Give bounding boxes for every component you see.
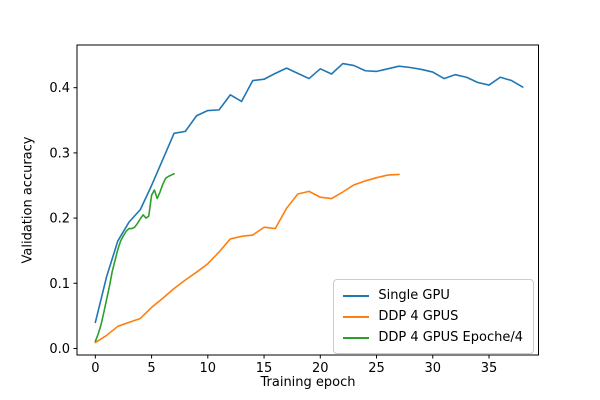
y-axis-label: Validation accuracy (20, 136, 36, 264)
series-single-gpu (94, 62, 524, 324)
legend-line-sample (343, 336, 370, 339)
y-tick-label: 0.4 (49, 81, 70, 96)
series-ddp-4-gpus-epoche-4 (94, 172, 175, 343)
y-tick-label: 0.3 (49, 146, 70, 161)
legend-item-single-gpu: Single GPU (343, 285, 523, 306)
y-tick-label: 0.2 (49, 212, 70, 227)
x-tick-label: 25 (368, 361, 385, 376)
x-tick-label: 15 (256, 361, 273, 376)
legend: Single GPU DDP 4 GPUS DDP 4 GPUS Epoche/4 (333, 279, 534, 354)
legend-line-sample (343, 294, 370, 297)
x-tick-label: 35 (481, 361, 498, 376)
series-ddp-4-gpus (94, 173, 400, 344)
x-axis-label: Training epoch (260, 375, 356, 390)
legend-label: DDP 4 GPUS (378, 309, 459, 324)
axes-frame (76, 44, 539, 356)
x-tick-label: 10 (200, 361, 217, 376)
x-tick-label: 5 (147, 361, 155, 376)
legend-label: Single GPU (378, 288, 450, 303)
x-tick-label: 0 (91, 361, 99, 376)
y-tick-label: 0.0 (49, 342, 70, 357)
legend-item-ddp-4-gpus: DDP 4 GPUS (343, 306, 523, 327)
legend-item-ddp-4-gpus-epoche-4: DDP 4 GPUS Epoche/4 (343, 327, 523, 348)
legend-label: DDP 4 GPUS Epoche/4 (378, 330, 523, 345)
y-tick-label: 0.1 (49, 277, 70, 292)
legend-line-sample (343, 315, 370, 318)
x-tick-label: 30 (424, 361, 441, 376)
x-tick-label: 20 (312, 361, 329, 376)
